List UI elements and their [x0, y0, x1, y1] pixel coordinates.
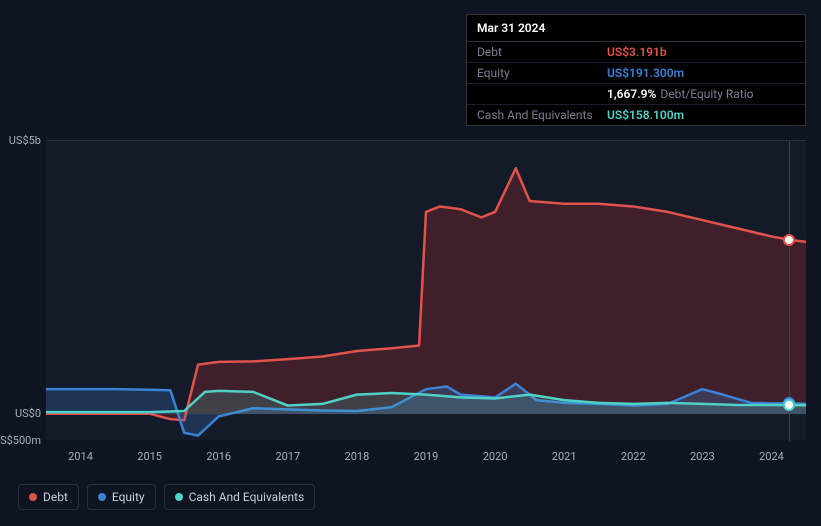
x-axis-label: 2019: [414, 450, 439, 463]
tooltip-label: [477, 87, 607, 101]
debt-equity-chart: US$5bUS$0-US$500m 2014201520162017201820…: [16, 120, 806, 470]
tooltip-value: US$158.100m: [607, 108, 684, 122]
tooltip-row: DebtUS$3.191b: [467, 42, 805, 63]
tooltip-value: 1,667.9%Debt/Equity Ratio: [607, 87, 753, 101]
x-axis-label: 2020: [483, 450, 508, 463]
legend-dot: [29, 493, 37, 501]
x-axis-label: 2016: [206, 450, 231, 463]
chart-legend: Debt Equity Cash And Equivalents: [18, 484, 315, 510]
x-axis-label: 2024: [759, 450, 784, 463]
tooltip-label: Debt: [477, 45, 607, 59]
x-axis-label: 2015: [137, 450, 162, 463]
tooltip-row: 1,667.9%Debt/Equity Ratio: [467, 84, 805, 105]
y-axis-label: -US$500m: [0, 434, 41, 447]
legend-label: Cash And Equivalents: [189, 490, 305, 504]
plot-area[interactable]: [46, 140, 806, 440]
chart-tooltip: Mar 31 2024 DebtUS$3.191bEquityUS$191.30…: [466, 14, 806, 126]
y-axis-label: US$0: [0, 407, 41, 420]
tooltip-row: Cash And EquivalentsUS$158.100m: [467, 105, 805, 125]
legend-label: Debt: [43, 490, 68, 504]
x-axis-label: 2014: [68, 450, 93, 463]
tooltip-value: US$191.300m: [607, 66, 684, 80]
x-axis-label: 2018: [345, 450, 370, 463]
tooltip-label: Equity: [477, 66, 607, 80]
legend-item-equity[interactable]: Equity: [87, 484, 156, 510]
tooltip-label: Cash And Equivalents: [477, 108, 607, 122]
legend-label: Equity: [112, 490, 145, 504]
legend-dot: [175, 493, 183, 501]
x-axis-label: 2023: [690, 450, 715, 463]
cursor-point: [785, 401, 793, 409]
x-axis-label: 2021: [552, 450, 577, 463]
tooltip-value: US$3.191b: [607, 45, 667, 59]
y-axis-label: US$5b: [0, 134, 41, 147]
x-axis-label: 2017: [275, 450, 300, 463]
x-axis-label: 2022: [621, 450, 646, 463]
legend-dot: [98, 493, 106, 501]
cursor-point: [785, 236, 793, 244]
tooltip-row: EquityUS$191.300m: [467, 63, 805, 84]
legend-item-debt[interactable]: Debt: [18, 484, 79, 510]
legend-item-cash-and-equivalents[interactable]: Cash And Equivalents: [164, 484, 316, 510]
tooltip-sublabel: Debt/Equity Ratio: [660, 87, 753, 101]
cursor-line: [789, 141, 790, 441]
tooltip-date: Mar 31 2024: [467, 15, 805, 42]
